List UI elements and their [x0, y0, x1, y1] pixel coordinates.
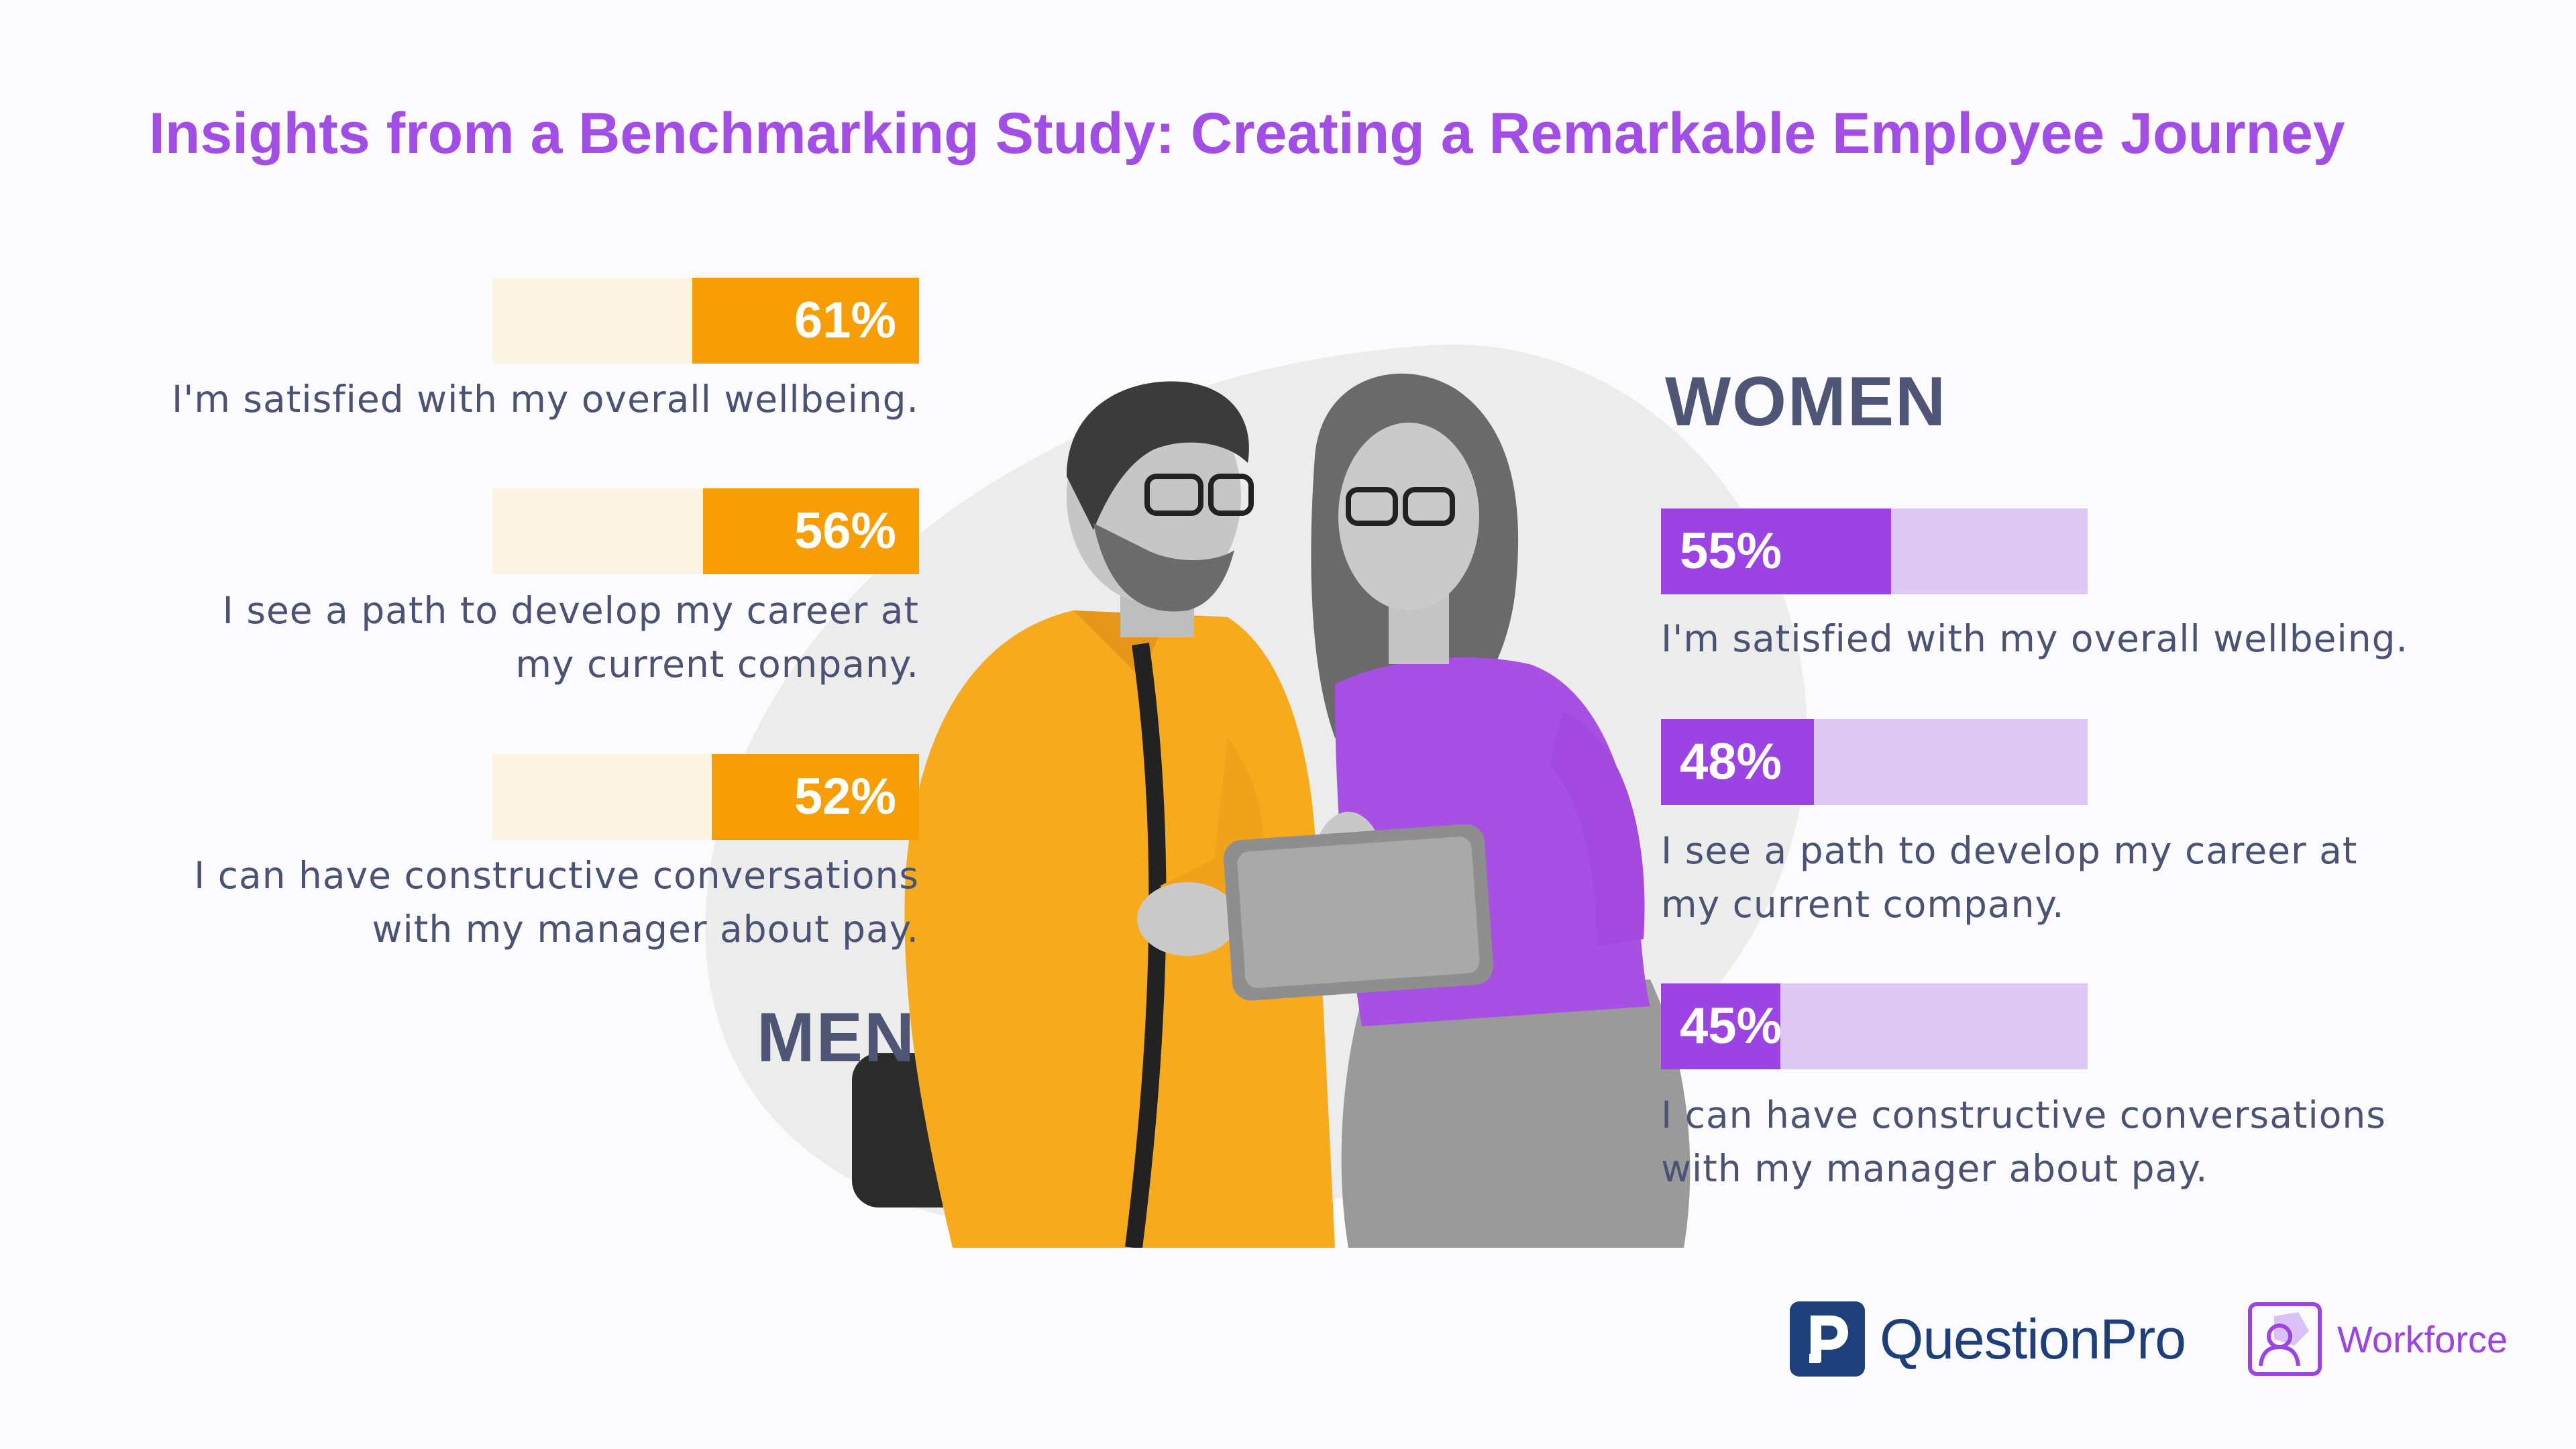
- men-bar: 52%: [492, 754, 919, 840]
- bar-statement-line: I can have constructive conversations: [1661, 1093, 2386, 1136]
- women-bar-fill: [1661, 508, 1891, 594]
- bar-statement-label: I see a path to develop my career at my c…: [101, 584, 919, 691]
- bar-statement-line: with my manager about pay.: [1661, 1147, 2208, 1190]
- questionpro-logo-icon: [1790, 1301, 1865, 1377]
- page-title: Insights from a Benchmarking Study: Crea…: [149, 101, 2345, 166]
- workforce-logo-text: Workforce: [2337, 1318, 2508, 1360]
- women-bar: 45%: [1661, 983, 2088, 1069]
- bar-statement-label: I'm satisfied with my overall wellbeing.: [101, 372, 919, 426]
- women-bar-fill: [1661, 719, 1814, 805]
- men-bar-fill: [712, 754, 919, 840]
- workforce-logo-icon: [2248, 1302, 2322, 1376]
- women-bar-fill: [1661, 983, 1780, 1069]
- bar-statement-label: I can have constructive conversations wit…: [1661, 1088, 2533, 1195]
- bar-statement-label: I see a path to develop my career at my c…: [1661, 824, 2533, 931]
- woman-figure: [1311, 373, 1690, 1248]
- men-heading: MEN: [757, 999, 916, 1077]
- men-bar-percent-label: 61%: [794, 292, 896, 349]
- bar-statement-label: I can have constructive conversations wit…: [101, 849, 919, 956]
- questionpro-logo: QuestionPro: [1790, 1301, 2186, 1377]
- men-bar-percent-label: 56%: [794, 502, 896, 559]
- man-figure: [852, 381, 1335, 1248]
- people-illustration: [852, 373, 1690, 1248]
- bar-statement-line: my current company.: [515, 643, 919, 686]
- women-heading: WOMEN: [1665, 363, 1947, 441]
- women-bar: 48%: [1661, 719, 2088, 805]
- questionpro-logo-text: QuestionPro: [1880, 1307, 2186, 1371]
- men-bar: 61%: [492, 278, 919, 364]
- bar-statement-line: I see a path to develop my career at: [1661, 829, 2358, 872]
- men-bar-percent-label: 52%: [794, 768, 896, 825]
- women-bar: 55%: [1661, 508, 2088, 594]
- men-bar-fill: [692, 278, 919, 364]
- women-bar-percent-label: 48%: [1680, 733, 1782, 790]
- bar-statement-line: with my manager about pay.: [372, 908, 919, 951]
- bar-statement-line: I can have constructive conversations: [194, 854, 919, 897]
- bar-statement-label: I'm satisfied with my overall wellbeing.: [1661, 612, 2533, 665]
- women-bar-percent-label: 55%: [1680, 523, 1782, 580]
- bar-statement-line: I'm satisfied with my overall wellbeing.: [172, 378, 919, 421]
- bar-statement-line: my current company.: [1661, 883, 2065, 926]
- bar-statement-line: I'm satisfied with my overall wellbeing.: [1661, 617, 2408, 660]
- workforce-logo: Workforce: [2247, 1301, 2508, 1377]
- men-bar: 56%: [492, 488, 919, 574]
- tablet: [1223, 824, 1494, 1001]
- women-bar-percent-label: 45%: [1680, 998, 1782, 1055]
- bar-statement-line: I see a path to develop my career at: [222, 589, 919, 632]
- men-bar-fill: [703, 488, 919, 574]
